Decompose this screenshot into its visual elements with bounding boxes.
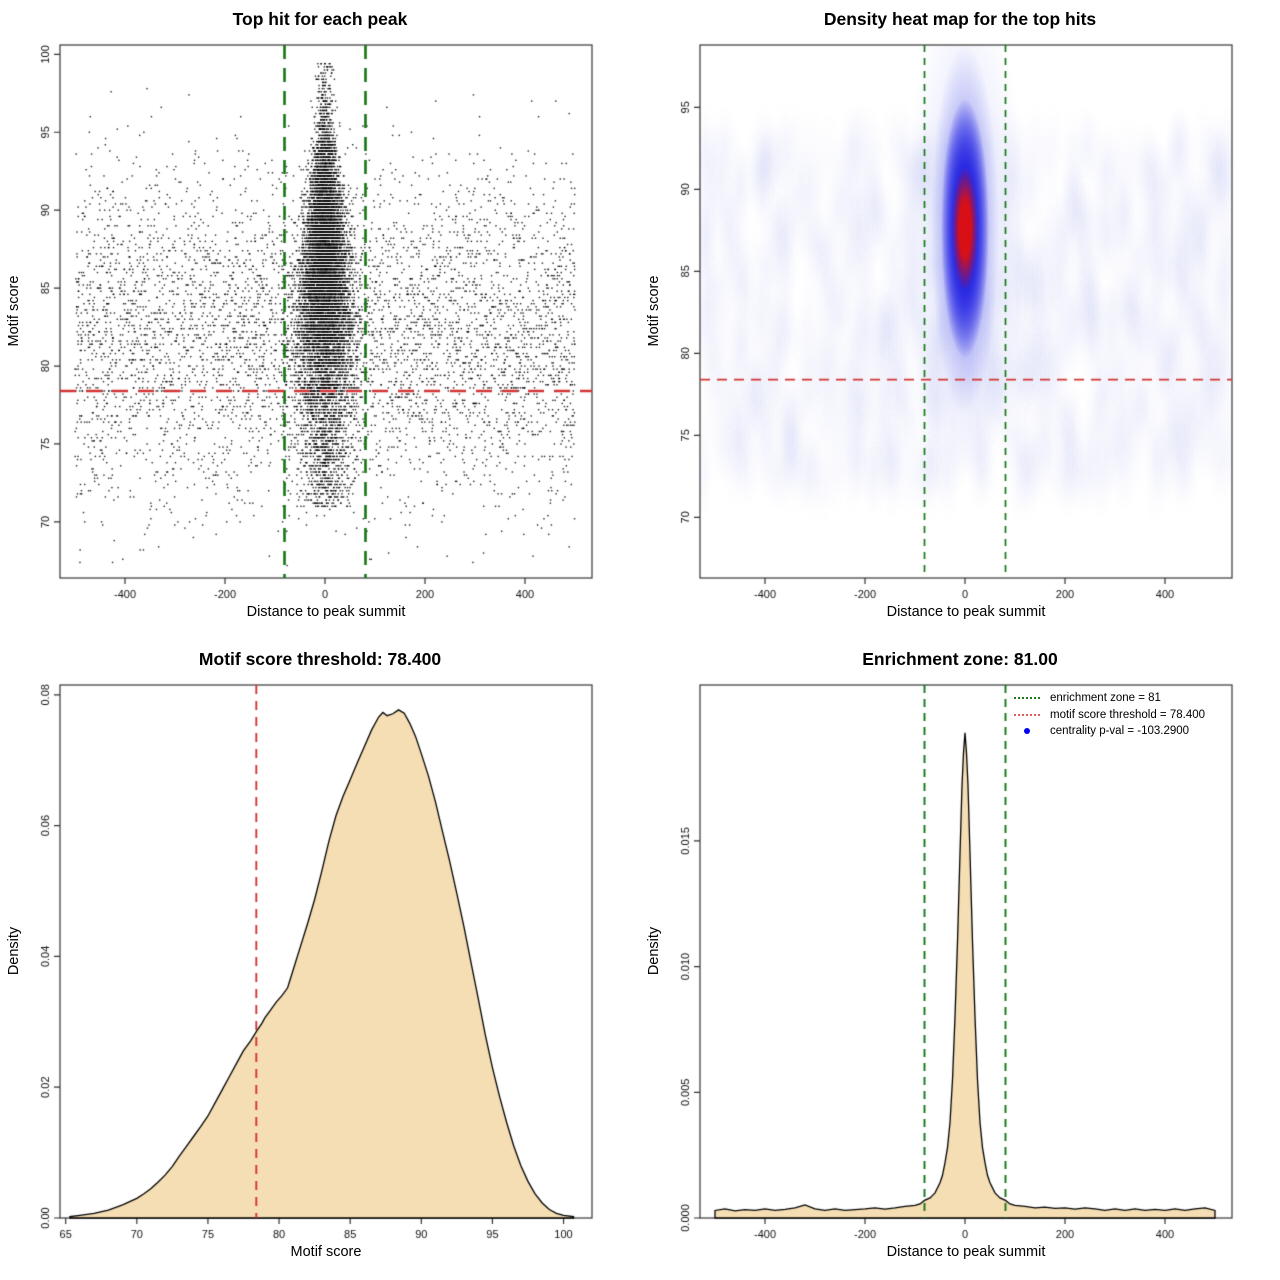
legend-label: enrichment zone = 81 [1050,692,1161,705]
legend-item-score-threshold: motif score threshold = 78.400 [1014,707,1205,724]
blue-dot-icon [1014,728,1040,735]
distance-density-title: Enrichment zone: 81.00 [862,649,1058,669]
panel-density-heatmap: Density heat map for the top hits Distan… [640,0,1280,640]
score-density-title: Motif score threshold: 78.400 [198,649,442,669]
heatmap-plot-canvas [640,0,1280,640]
legend-item-centrality-pval: centrality p-val = -103.2900 [1014,723,1205,740]
legend-item-enrichment-zone: enrichment zone = 81 [1014,690,1205,707]
scatter-ylabel: Motif score [6,275,22,347]
distance-density-ylabel: Density [646,926,662,976]
red-dotted-line-icon [1014,713,1040,716]
distance-density-canvas [640,640,1280,1280]
legend-label: motif score threshold = 78.400 [1050,708,1206,721]
panel-distance-density: Enrichment zone: 81.00 Distance to peak … [640,640,1280,1280]
legend-label: centrality p-val = -103.2900 [1050,725,1190,738]
score-density-canvas [0,640,640,1280]
heatmap-xlabel: Distance to peak summit [886,604,1046,620]
score-density-ylabel: Density [6,926,22,976]
distance-density-xlabel: Distance to peak summit [886,1244,1046,1260]
panel-score-density: Motif score threshold: 78.400 Motif scor… [0,640,640,1280]
scatter-title: Top hit for each peak [232,9,408,29]
green-dotted-line-icon [1014,697,1040,700]
plot-legend: enrichment zone = 81 motif score thresho… [1014,690,1205,740]
heatmap-ylabel: Motif score [646,275,662,347]
scatter-xlabel: Distance to peak summit [246,604,406,620]
score-density-xlabel: Motif score [290,1244,362,1260]
panel-scatter-top-hits: Top hit for each peak Distance to peak s… [0,0,640,640]
heatmap-title: Density heat map for the top hits [823,9,1097,29]
scatter-plot-canvas [0,0,640,640]
